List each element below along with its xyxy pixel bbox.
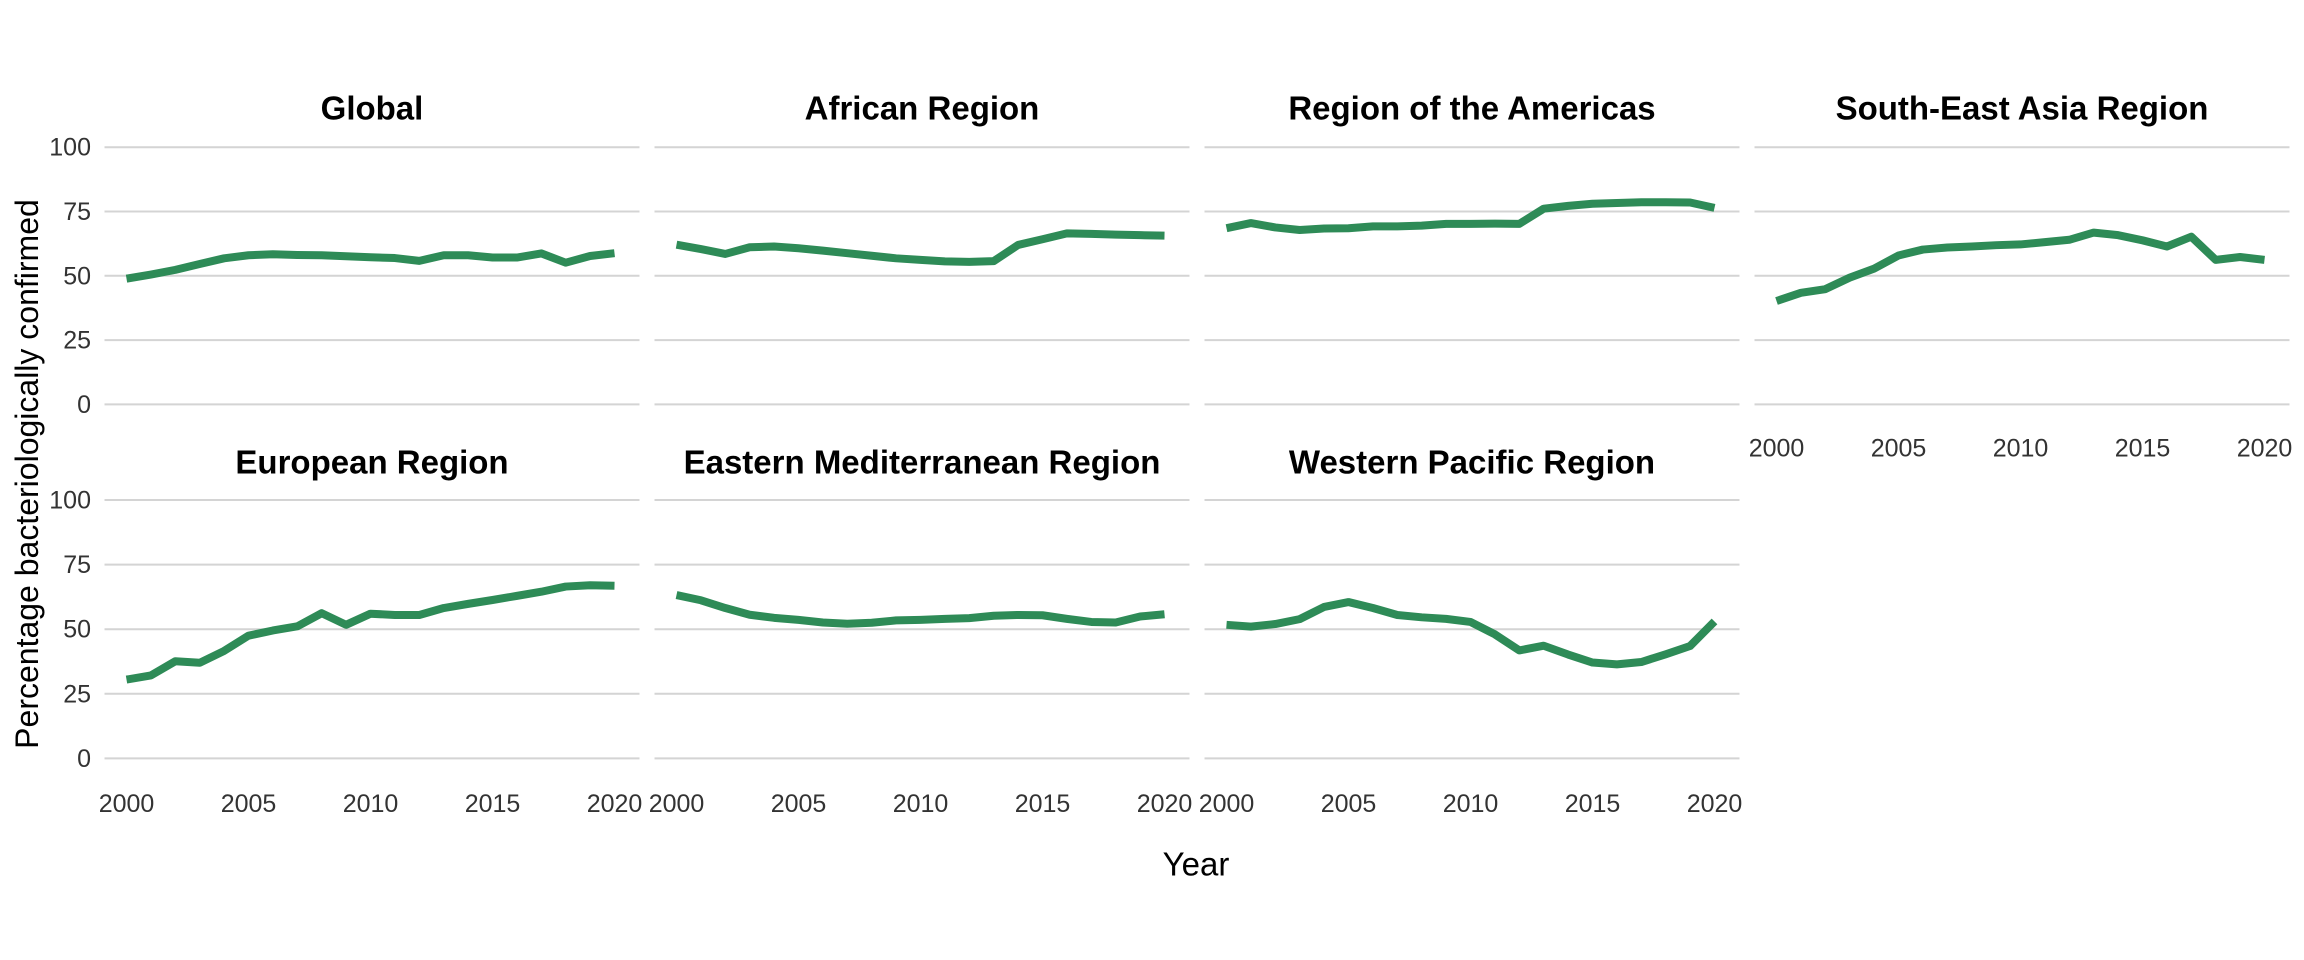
svg-text:2010: 2010 bbox=[1443, 790, 1499, 818]
svg-text:2020: 2020 bbox=[587, 790, 643, 818]
svg-text:European Region: European Region bbox=[235, 443, 508, 480]
svg-text:2000: 2000 bbox=[1749, 435, 1805, 463]
svg-text:2020: 2020 bbox=[2237, 435, 2293, 463]
svg-text:25: 25 bbox=[63, 327, 91, 355]
svg-text:0: 0 bbox=[77, 745, 91, 773]
svg-text:0: 0 bbox=[77, 391, 91, 419]
svg-text:2010: 2010 bbox=[343, 790, 399, 818]
svg-text:2005: 2005 bbox=[1321, 790, 1377, 818]
svg-text:Region of the Americas: Region of the Americas bbox=[1288, 90, 1655, 127]
svg-text:2015: 2015 bbox=[2115, 435, 2171, 463]
svg-text:25: 25 bbox=[63, 680, 91, 708]
svg-text:2015: 2015 bbox=[1565, 790, 1621, 818]
svg-text:Year: Year bbox=[1163, 845, 1230, 882]
svg-text:Western Pacific Region: Western Pacific Region bbox=[1289, 443, 1655, 480]
svg-text:50: 50 bbox=[63, 262, 91, 290]
svg-text:100: 100 bbox=[49, 134, 91, 162]
svg-text:75: 75 bbox=[63, 198, 91, 226]
svg-text:2000: 2000 bbox=[1199, 790, 1255, 818]
svg-text:100: 100 bbox=[49, 487, 91, 515]
svg-text:2000: 2000 bbox=[99, 790, 155, 818]
svg-text:Global: Global bbox=[321, 90, 424, 127]
svg-text:Percentage bacteriologically c: Percentage bacteriologically confirmed bbox=[9, 199, 45, 749]
svg-text:2000: 2000 bbox=[649, 790, 705, 818]
svg-text:2020: 2020 bbox=[1137, 790, 1193, 818]
svg-text:African Region: African Region bbox=[805, 90, 1040, 127]
svg-text:75: 75 bbox=[63, 551, 91, 579]
svg-text:South-East Asia Region: South-East Asia Region bbox=[1836, 90, 2209, 127]
svg-text:50: 50 bbox=[63, 616, 91, 644]
svg-text:2010: 2010 bbox=[1993, 435, 2049, 463]
svg-text:2020: 2020 bbox=[1687, 790, 1743, 818]
svg-text:2015: 2015 bbox=[465, 790, 521, 818]
svg-text:2010: 2010 bbox=[893, 790, 949, 818]
svg-text:2005: 2005 bbox=[771, 790, 827, 818]
svg-text:2005: 2005 bbox=[221, 790, 277, 818]
svg-text:2015: 2015 bbox=[1015, 790, 1071, 818]
svg-text:Eastern Mediterranean Region: Eastern Mediterranean Region bbox=[684, 443, 1161, 480]
svg-text:2005: 2005 bbox=[1871, 435, 1927, 463]
